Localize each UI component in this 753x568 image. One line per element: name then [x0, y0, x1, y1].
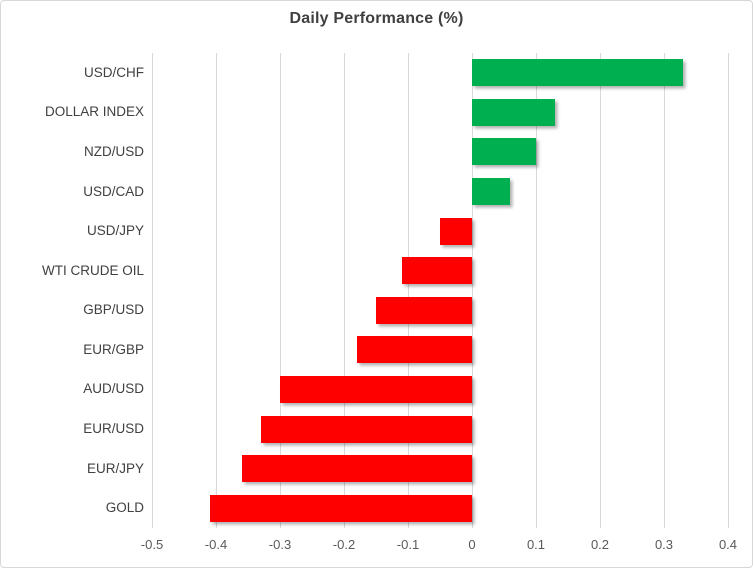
bar-dollar-index — [472, 98, 556, 126]
x-tick-label: -0.3 — [268, 537, 292, 552]
category-label: USD/JPY — [86, 223, 144, 239]
gridline — [151, 53, 153, 528]
x-tick-label: -0.5 — [140, 537, 164, 552]
gridline — [471, 53, 473, 528]
bar-wti-crude-oil — [401, 257, 472, 285]
bar-eur-usd — [260, 415, 472, 443]
plot-area — [151, 53, 729, 528]
x-tick-label: 0 — [468, 537, 476, 552]
bar-eur-jpy — [241, 455, 472, 483]
gridline — [279, 53, 281, 528]
category-label: EUR/USD — [83, 421, 144, 437]
gridline — [215, 53, 217, 528]
x-tick-label: -0.4 — [204, 537, 228, 552]
bar-usd-cad — [472, 178, 511, 206]
category-label: EUR/GBP — [83, 341, 144, 357]
x-tick-label: 0.4 — [718, 537, 738, 552]
bar-usd-jpy — [440, 217, 472, 245]
category-label: EUR/JPY — [86, 460, 144, 476]
gridline — [407, 53, 409, 528]
x-tick-label: -0.1 — [396, 537, 420, 552]
gridline — [663, 53, 665, 528]
gridline — [599, 53, 601, 528]
category-label: USD/CAD — [83, 183, 144, 199]
category-label: GOLD — [105, 500, 144, 516]
x-tick-label: 0.3 — [654, 537, 674, 552]
gridline — [343, 53, 345, 528]
bar-eur-gbp — [356, 336, 472, 364]
bar-nzd-usd — [472, 138, 536, 166]
bar-aud-usd — [280, 375, 472, 403]
category-label: NZD/USD — [84, 143, 144, 159]
bar-gbp-usd — [376, 296, 472, 324]
bar-gold — [209, 494, 472, 522]
category-label: USD/CHF — [84, 64, 144, 80]
category-axis: USD/CHF DOLLAR INDEX NZD/USD USD/CAD USD/JPY… — [1, 53, 144, 528]
x-tick-label: -0.2 — [332, 537, 356, 552]
x-axis: -0.5 -0.4 -0.3 -0.2 -0.1 0 0.1 0.2 0.3 0.4 — [1, 537, 752, 557]
gridline — [535, 53, 537, 528]
category-label: DOLLAR INDEX — [44, 104, 144, 120]
chart-title: Daily Performance (%) — [289, 10, 464, 27]
category-label: GBP/USD — [83, 302, 144, 318]
x-tick-label: 0.2 — [590, 537, 610, 552]
category-label: AUD/USD — [83, 381, 144, 397]
category-label: WTI CRUDE OIL — [41, 262, 144, 278]
gridline — [727, 53, 729, 528]
x-tick-label: 0.1 — [526, 537, 546, 552]
bar-usd-chf — [472, 59, 684, 87]
